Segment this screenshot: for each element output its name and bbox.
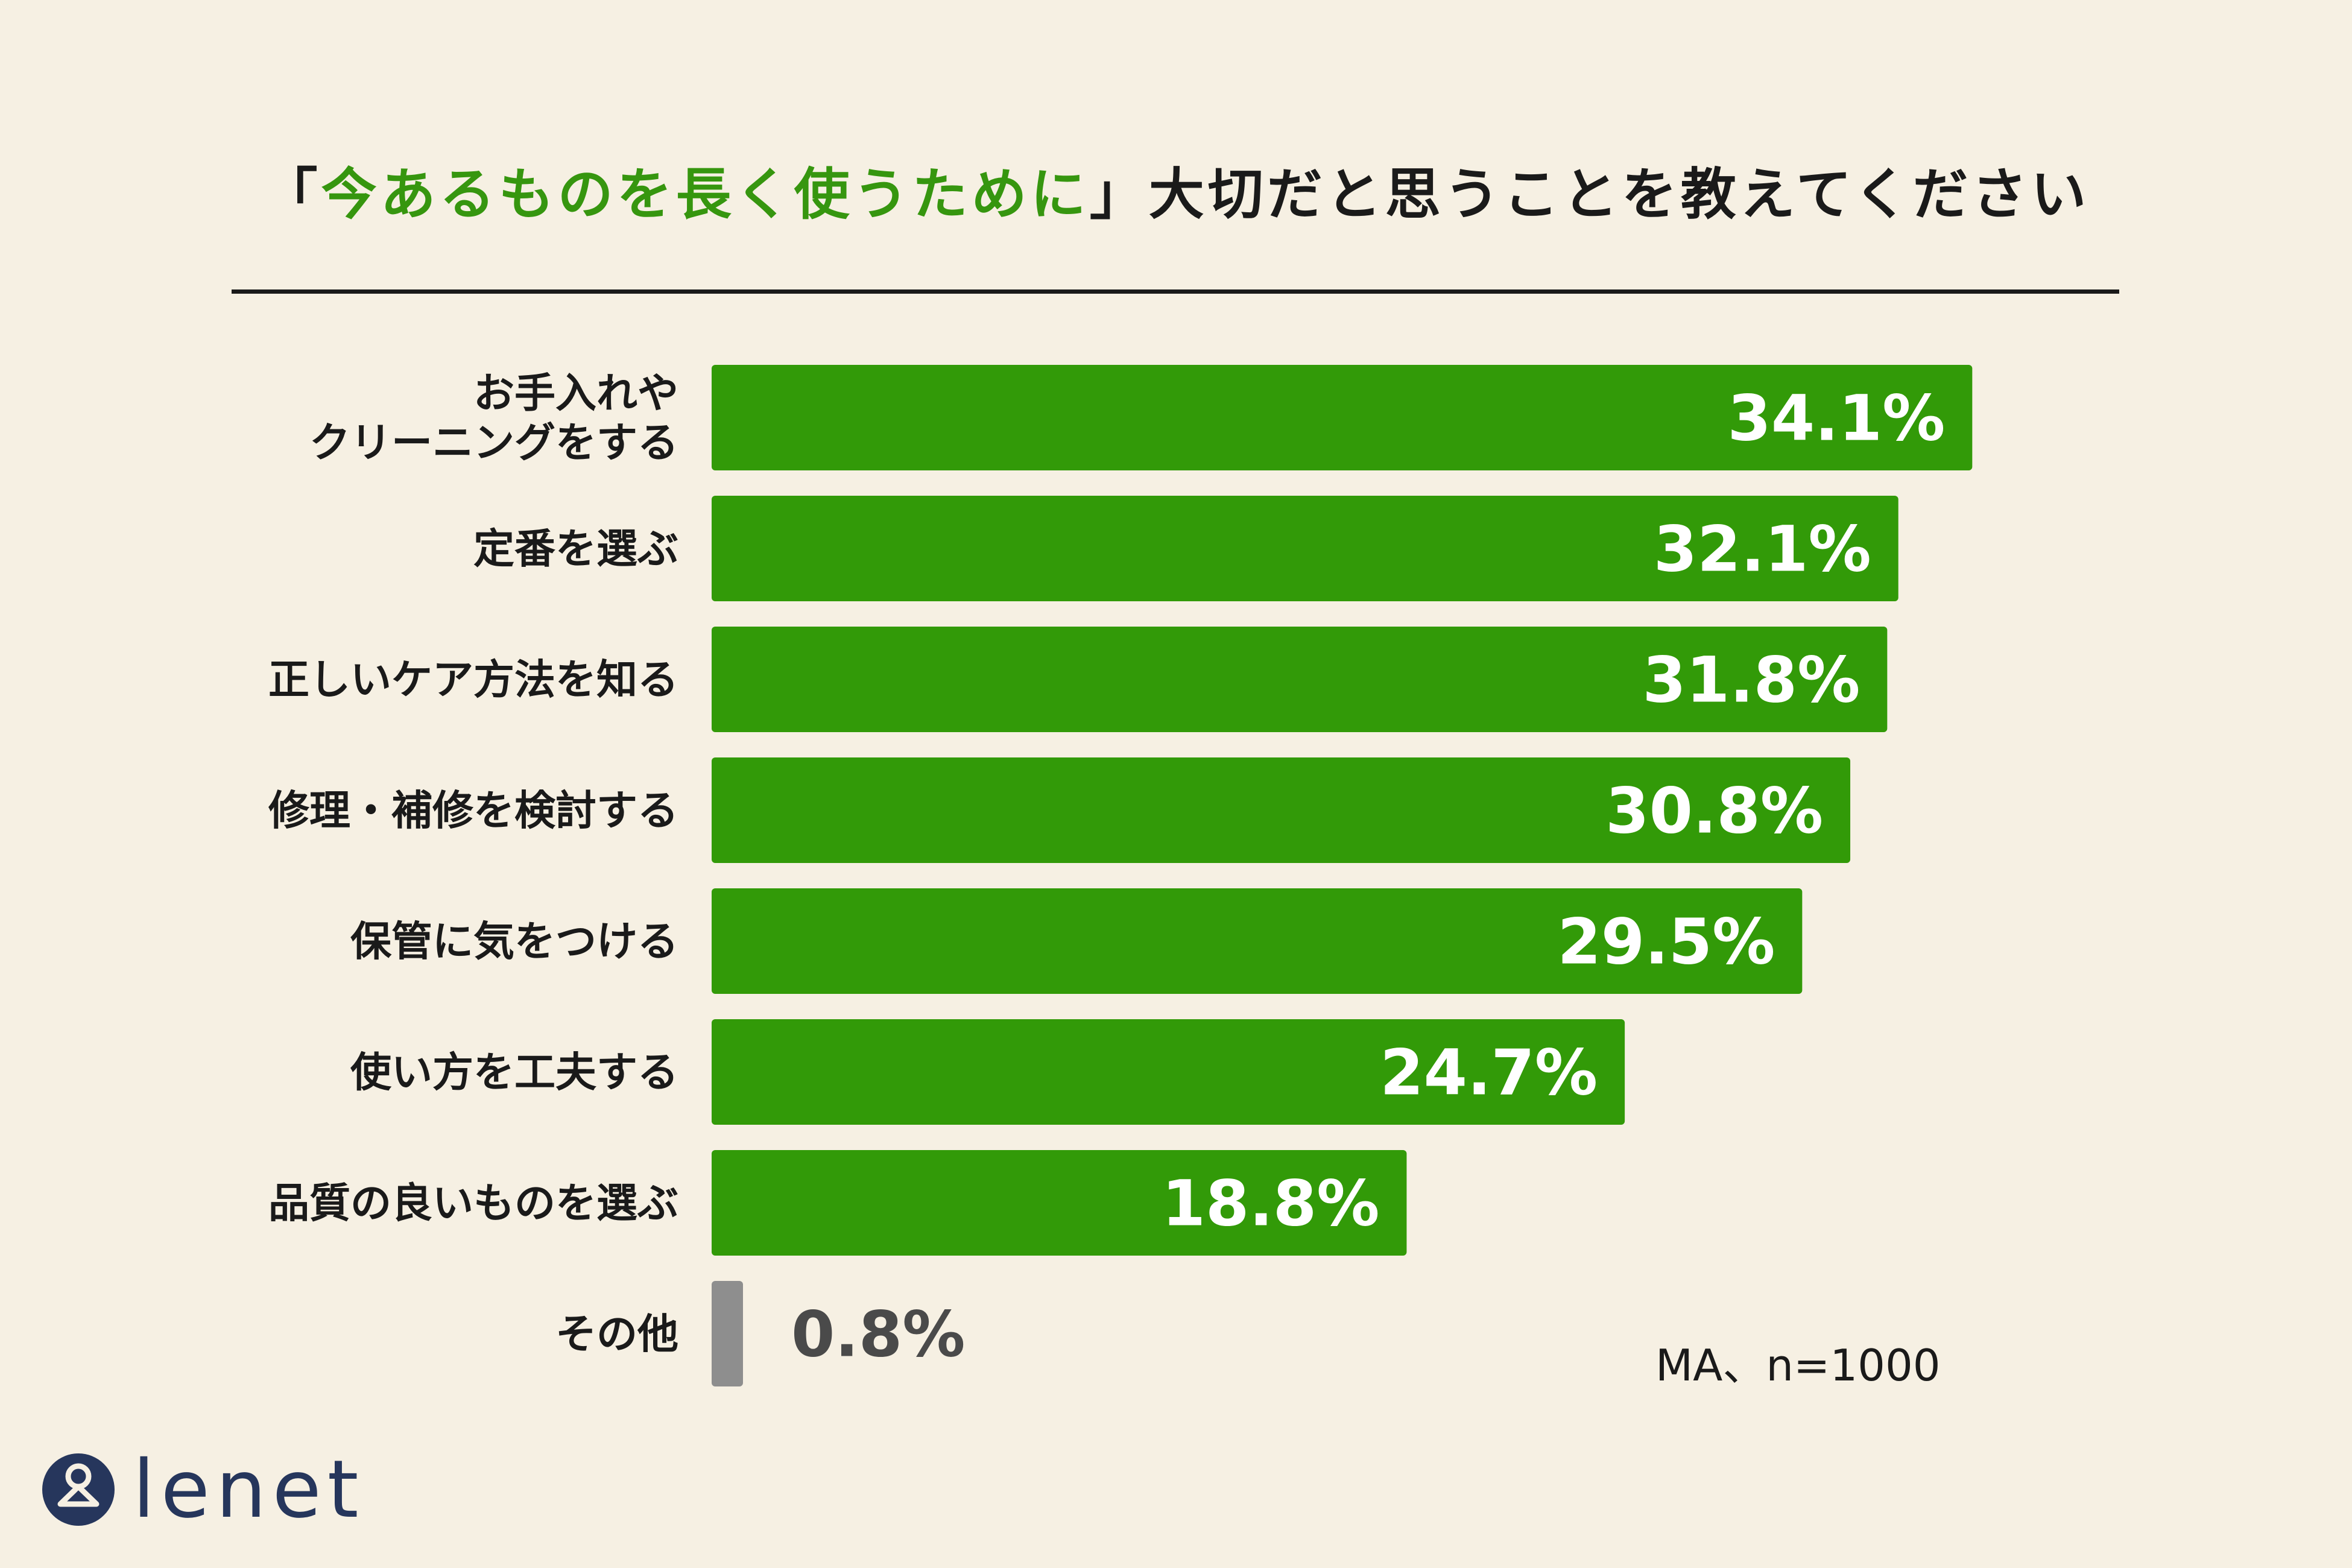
title-divider (232, 289, 2119, 294)
value-label-7: 0.8% (791, 1298, 965, 1371)
brand-name: lenet (133, 1443, 365, 1536)
hanger-person-icon (42, 1453, 115, 1526)
bar-2 (712, 627, 1888, 732)
bar-1 (712, 496, 1898, 601)
value-label-4: 29.5% (1558, 905, 1775, 979)
value-label-2: 31.8% (1643, 643, 1860, 717)
title-rest: 」大切だと思うことを教えてください (1089, 162, 2090, 227)
value-label-0: 34.1% (1728, 382, 1946, 455)
bar-0 (712, 365, 1973, 470)
value-label-6: 18.8% (1162, 1167, 1380, 1241)
value-label-1: 32.1% (1654, 513, 1871, 586)
bar-4 (712, 888, 1803, 994)
sample-note: MA、n=1000 (1655, 1340, 1941, 1391)
category-label-4: 保管に気をつける (350, 918, 678, 966)
bar-7 (712, 1281, 743, 1386)
category-label-6: 品質の良いものを選ぶ (268, 1180, 678, 1228)
bar-6 (712, 1150, 1407, 1256)
category-label-0-line-1: クリーニングをする (309, 420, 678, 467)
category-label-5: 使い方を工夫する (350, 1049, 678, 1097)
title-open-bracket: 「 (262, 162, 321, 227)
category-label-7: その他 (555, 1311, 678, 1359)
title-highlight: 今あるものを長く使うために (321, 162, 1090, 227)
value-label-3: 30.8% (1605, 774, 1823, 848)
value-label-5: 24.7% (1380, 1036, 1598, 1110)
chart-title: 「今あるものを長く使うために」大切だと思うことを教えてください (0, 150, 2352, 230)
category-label-0-line-0: お手入れや (473, 370, 678, 418)
bar-5 (712, 1019, 1625, 1125)
category-label-1: 定番を選ぶ (473, 526, 678, 574)
bar-3 (712, 757, 1851, 863)
category-label-2: 正しいケア方法を知る (268, 657, 678, 704)
brand-logo: lenet (41, 1443, 365, 1536)
category-label-3: 修理・補修を検討する (268, 788, 678, 835)
